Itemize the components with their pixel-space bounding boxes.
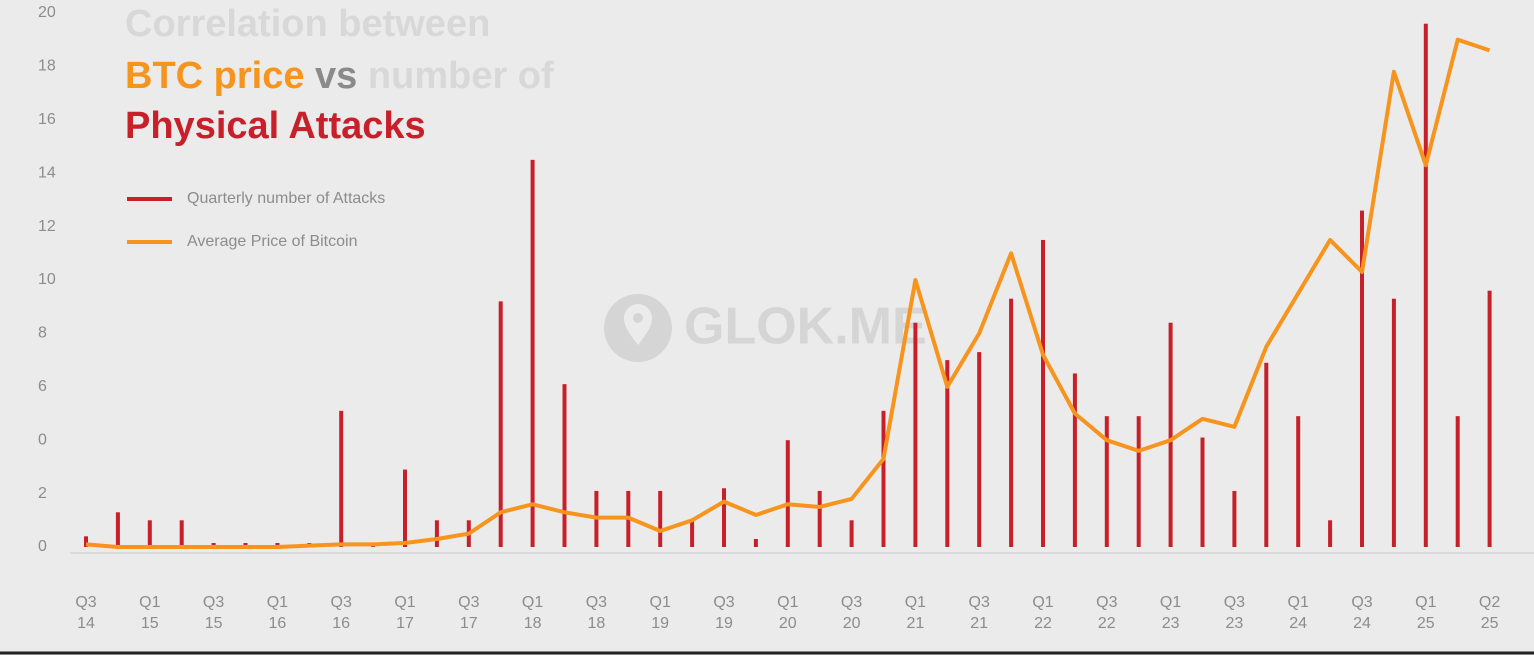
bar — [1136, 416, 1141, 547]
y-tick-label: 16 — [38, 111, 56, 128]
y-tick-label: 12 — [38, 218, 56, 235]
x-tick-label: Q1 24 — [1287, 594, 1309, 632]
bar — [434, 520, 439, 547]
bar — [1391, 298, 1396, 547]
x-tick-label: Q1 20 — [777, 594, 799, 632]
x-tick-label: Q3 19 — [713, 594, 735, 632]
legend-label: Quarterly number of Attacks — [187, 190, 385, 207]
y-tick-label: 2 — [38, 485, 47, 502]
x-tick-label: Q1 19 — [649, 594, 671, 632]
bar — [1296, 416, 1301, 547]
x-tick-label: Q3 14 — [75, 594, 97, 632]
bar — [179, 520, 184, 547]
x-tick-label: Q3 16 — [330, 594, 352, 632]
y-tick-label: 20 — [38, 4, 56, 21]
watermark-dot — [633, 313, 643, 323]
x-tick-label: Q2 25 — [1478, 594, 1501, 632]
bar — [722, 488, 726, 547]
x-tick-label: Q3 17 — [458, 594, 480, 632]
watermark-text: GLOK.ME — [684, 298, 927, 356]
x-tick-label: Q3 20 — [840, 594, 863, 632]
bar — [84, 536, 88, 547]
bar — [147, 520, 152, 547]
x-tick-label: Q1 15 — [139, 594, 161, 632]
bar — [1264, 362, 1269, 547]
bar — [211, 542, 216, 547]
x-tick-label: Q1 25 — [1415, 594, 1437, 632]
y-tick-label: 18 — [38, 58, 56, 75]
bar — [498, 301, 503, 547]
x-tick-label: Q3 23 — [1223, 594, 1246, 632]
bar — [339, 410, 344, 547]
bar — [562, 384, 567, 547]
x-tick-label: Q1 18 — [521, 594, 544, 632]
bar — [275, 542, 280, 547]
x-tick-label: Q3 18 — [585, 594, 608, 632]
price-line — [85, 37, 1491, 549]
x-tick-label: Q3 15 — [202, 594, 225, 632]
bar — [1041, 239, 1045, 547]
bar — [881, 410, 886, 547]
title-part: Correlation between — [125, 3, 490, 45]
y-tick-label: 8 — [38, 325, 47, 342]
title-part: number of — [368, 55, 554, 97]
x-tick-label: Q3 24 — [1351, 594, 1373, 632]
bar — [785, 440, 790, 547]
x-tick-label: Q3 21 — [968, 594, 990, 632]
bar — [1009, 298, 1014, 547]
title: Physical Attacks — [125, 105, 426, 147]
bar — [1423, 23, 1428, 548]
title-part: vs — [315, 55, 357, 97]
y-tick-label: 10 — [38, 271, 56, 288]
bar — [1360, 210, 1364, 547]
bar — [115, 512, 120, 547]
bar — [403, 469, 407, 547]
bar — [945, 360, 950, 547]
bar — [913, 322, 918, 547]
bar — [817, 490, 822, 547]
bar — [1072, 373, 1077, 547]
title: Correlation between — [125, 3, 490, 45]
bar — [753, 538, 758, 547]
bar — [690, 520, 695, 547]
x-tick-label: Q3 22 — [1096, 594, 1118, 632]
title: BTC price vs number of — [125, 55, 554, 97]
x-tick-label: Q1 21 — [904, 594, 927, 632]
y-tick-label: 14 — [38, 164, 56, 181]
y-tick-label: 0 — [38, 431, 47, 448]
bar — [1232, 490, 1237, 547]
bar — [1328, 520, 1333, 547]
bar — [243, 542, 248, 547]
watermark: GLOK.ME — [604, 294, 927, 362]
bar — [1104, 416, 1109, 547]
bar — [658, 490, 663, 547]
bar — [977, 352, 982, 547]
bar — [530, 159, 535, 547]
x-tick-label: Q1 22 — [1032, 594, 1054, 632]
x-tick-label: Q1 23 — [1159, 594, 1182, 632]
y-tick-label: 6 — [38, 378, 47, 395]
x-tick-label: Q1 16 — [266, 594, 289, 632]
y-tick-label: 0 — [38, 538, 47, 555]
bar — [1200, 437, 1205, 547]
bar — [849, 520, 854, 547]
watermark-pin — [624, 304, 652, 345]
bar — [1168, 322, 1173, 547]
legend-label: Average Price of Bitcoin — [187, 233, 357, 250]
bar — [1487, 290, 1492, 547]
title-part: BTC price — [125, 55, 304, 97]
bar — [1455, 416, 1460, 547]
x-tick-label: Q1 17 — [394, 594, 416, 632]
